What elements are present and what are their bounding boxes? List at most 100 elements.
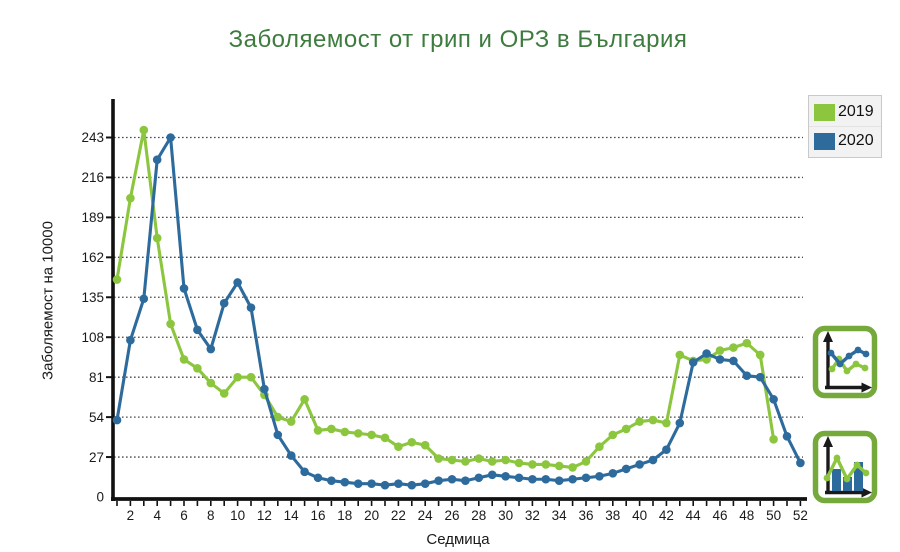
line-chart-type-button[interactable] [812,324,878,400]
series-2020-point [152,155,162,164]
series-2019-point [715,346,725,355]
legend: 2019 2020 [808,95,882,158]
series-2020-point [179,284,189,293]
series-2020-point [273,430,283,440]
series-2020-point [514,473,524,483]
x-tick-label: 28 [471,508,486,523]
series-2019-point [233,372,242,382]
series-2020-point [554,476,564,486]
series-2019-point [126,193,135,203]
series-2019-point [367,430,376,440]
series-2020-point [782,432,792,441]
series-2019-point [621,424,631,434]
x-tick-label: 46 [712,508,727,523]
series-2019-point [769,435,778,444]
x-tick-label: 50 [766,508,781,523]
series-2019-point [554,461,564,471]
series-2020-point [286,451,296,460]
legend-label-2020: 2020 [838,132,874,149]
series-2019-point [702,355,711,364]
series-2019-point [487,457,497,466]
series-2019-point [407,437,417,447]
x-tick-label: 40 [632,508,647,523]
legend-swatch-2020 [814,132,835,150]
series-2020-point [353,479,363,488]
series-2019-point [568,463,577,472]
series-2019-point [273,412,283,422]
series-2019-point [675,350,685,360]
y-tick-label: 54 [89,410,105,425]
series-2020-point [581,473,591,483]
series-2020-point [367,479,376,488]
series-2020-point [688,358,698,367]
series-2020-point [648,455,658,465]
x-tick-label: 24 [418,508,434,523]
x-tick-label: 6 [180,508,188,523]
legend-item-2019: 2019 [809,98,881,126]
series-2020-point [474,473,484,483]
series-2019-point [742,338,752,348]
series-2020-point [434,476,443,486]
x-tick-label: 10 [230,508,245,523]
series-2020-point [394,479,403,488]
x-tick-label: 30 [498,508,513,523]
series-2019-point [380,433,390,443]
x-tick-label: 36 [578,508,593,523]
y-tick-label: 108 [81,330,104,345]
series-2019-point [193,363,202,373]
series-2020-point [528,474,537,484]
series-2019-point [166,319,175,329]
series-2019-point [112,275,122,284]
series-2019-point [474,454,484,463]
series-2019-point [755,350,765,360]
y-tick-label: 27 [89,450,104,465]
series-2019-point [300,395,309,404]
series-2019-point [581,457,591,466]
x-tick-label: 14 [284,508,300,523]
series-2020-point [126,335,135,345]
series-2019-point [179,355,189,364]
y-tick-label: 0 [96,490,104,505]
x-tick-label: 2 [127,508,135,523]
x-tick-label: 48 [739,508,754,523]
series-2019-point [461,457,470,466]
x-tick-label: 42 [659,508,674,523]
x-tick-label: 52 [793,508,808,523]
series-2020-point [193,325,202,335]
series-2020-point [702,349,711,358]
series-2020-point [327,476,336,486]
series-2020-point [447,474,457,484]
page-title: Заболяемост от грип и ОРЗ в България [228,26,688,53]
series-2020-point [487,470,497,480]
series-2020-point [755,372,765,382]
y-tick-label: 162 [81,250,104,265]
bar-line-chart-icon [812,430,878,504]
series-2019-point [152,233,162,243]
x-tick-label: 22 [391,508,406,523]
series-2019-point [501,455,510,465]
x-tick-label: 20 [364,508,379,523]
series-2020-point [715,355,725,364]
series-2020-point [662,445,671,454]
series-2019-point [434,454,443,463]
y-tick-label: 81 [89,370,104,385]
series-2020-point [300,467,309,477]
series-2020-point [461,476,470,486]
series-2020-point [595,471,604,481]
bar-line-chart-type-button[interactable] [812,429,878,505]
series-2019-point [286,417,296,426]
series-2020-point [675,418,685,428]
series-2019-point [327,424,336,434]
series-2020-point [340,477,350,487]
series-2020-point [420,479,430,488]
series-2019-point [246,372,256,382]
series-2019-point [447,455,457,465]
series-2019-point [219,389,229,398]
legend-swatch-2019 [814,103,835,121]
legend-label-2019: 2019 [838,103,874,120]
series-2020-point [313,473,323,483]
series-2019-point [662,418,671,428]
y-tick-label: 216 [81,170,104,185]
series-2019-point [595,442,604,451]
